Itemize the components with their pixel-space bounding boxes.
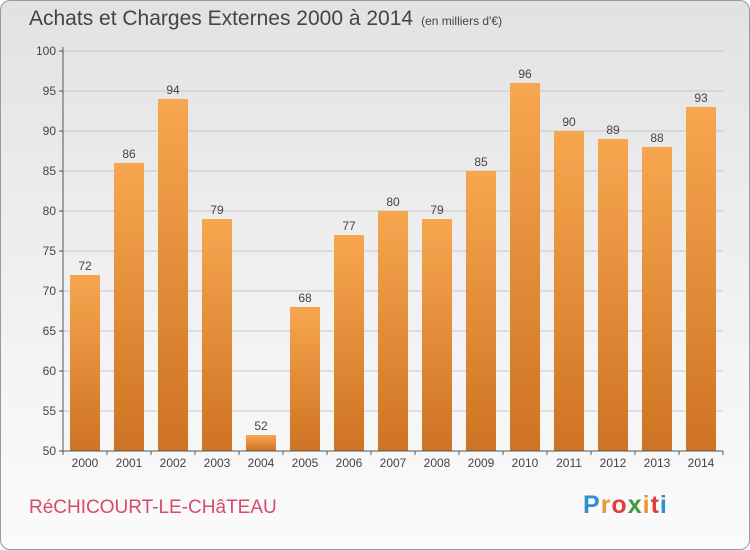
x-tick-label: 2011 <box>556 456 582 470</box>
logo-letter: x <box>627 491 643 519</box>
bar <box>378 211 408 451</box>
bar <box>158 99 188 451</box>
logo-letter: o <box>611 491 628 519</box>
x-tick-label: 2000 <box>72 456 99 470</box>
logo-letter: i <box>642 491 651 519</box>
y-tick-label: 85 <box>43 164 57 178</box>
logo-letter: r <box>600 491 612 519</box>
bar <box>598 139 628 451</box>
chart-unit: (en milliers d'€) <box>421 14 503 28</box>
logo-letter: P <box>583 491 601 519</box>
x-tick-label: 2008 <box>424 456 451 470</box>
bar <box>554 131 584 451</box>
bar <box>114 163 144 451</box>
x-tick-label: 2004 <box>248 456 275 470</box>
x-tick-label: 2005 <box>292 456 319 470</box>
y-tick-label: 70 <box>43 284 57 298</box>
bar <box>422 219 452 451</box>
bar-value-label: 96 <box>518 67 532 81</box>
logo-letter: i <box>659 491 668 519</box>
bar-value-label: 94 <box>166 83 180 97</box>
x-tick-label: 2013 <box>644 456 671 470</box>
x-tick-label: 2010 <box>512 456 539 470</box>
y-tick-label: 80 <box>43 204 57 218</box>
bar-value-label: 80 <box>386 195 400 209</box>
bar-value-label: 89 <box>606 123 620 137</box>
bar-value-label: 68 <box>298 291 312 305</box>
bar-value-label: 79 <box>210 203 224 217</box>
bar <box>246 435 276 451</box>
x-tick-label: 2009 <box>468 456 495 470</box>
bar-value-label: 86 <box>122 147 136 161</box>
x-tick-label: 2014 <box>688 456 715 470</box>
bars <box>70 83 716 451</box>
y-tick-label: 100 <box>36 44 56 58</box>
y-tick-label: 55 <box>43 404 57 418</box>
bar-value-label: 85 <box>474 155 488 169</box>
x-tick-label: 2001 <box>116 456 143 470</box>
x-tick-label: 2003 <box>204 456 231 470</box>
bar <box>510 83 540 451</box>
x-tick-label: 2012 <box>600 456 627 470</box>
bar-value-label: 90 <box>562 115 576 129</box>
bar <box>642 147 672 451</box>
proxiti-logo: Proxiti <box>583 491 668 520</box>
x-tick-label: 2007 <box>380 456 407 470</box>
y-tick-label: 95 <box>43 84 57 98</box>
x-tick-label: 2006 <box>336 456 363 470</box>
y-tick-label: 75 <box>43 244 57 258</box>
logo-letter: t <box>650 491 660 519</box>
bar-value-label: 77 <box>342 219 356 233</box>
x-tick-label: 2002 <box>160 456 187 470</box>
y-tick-label: 90 <box>43 124 57 138</box>
bar-value-label: 52 <box>254 419 268 433</box>
chart-title-text: Achats et Charges Externes 2000 à 2014 <box>29 7 414 30</box>
data-labels: 72 86 94 79 52 68 77 80 79 85 96 90 89 88 93 <box>78 67 708 433</box>
commune-name: RéCHICOURT-LE-CHâTEAU <box>29 497 277 518</box>
axes: 50 55 60 65 70 75 80 85 90 95 100 2000 2001 2002 2003 2… <box>36 44 724 470</box>
bar <box>290 307 320 451</box>
bar-value-label: 93 <box>694 91 708 105</box>
bar <box>466 171 496 451</box>
bar <box>686 107 716 451</box>
bar <box>70 275 100 451</box>
bar <box>334 235 364 451</box>
bar-value-label: 72 <box>78 259 92 273</box>
y-tick-label: 65 <box>43 324 57 338</box>
bar-value-label: 88 <box>650 131 664 145</box>
bar <box>202 219 232 451</box>
bar-value-label: 79 <box>430 203 444 217</box>
y-tick-label: 50 <box>43 444 57 458</box>
y-tick-label: 60 <box>43 364 57 378</box>
chart-title: Achats et Charges Externes 2000 à 2014 (e… <box>29 7 502 31</box>
